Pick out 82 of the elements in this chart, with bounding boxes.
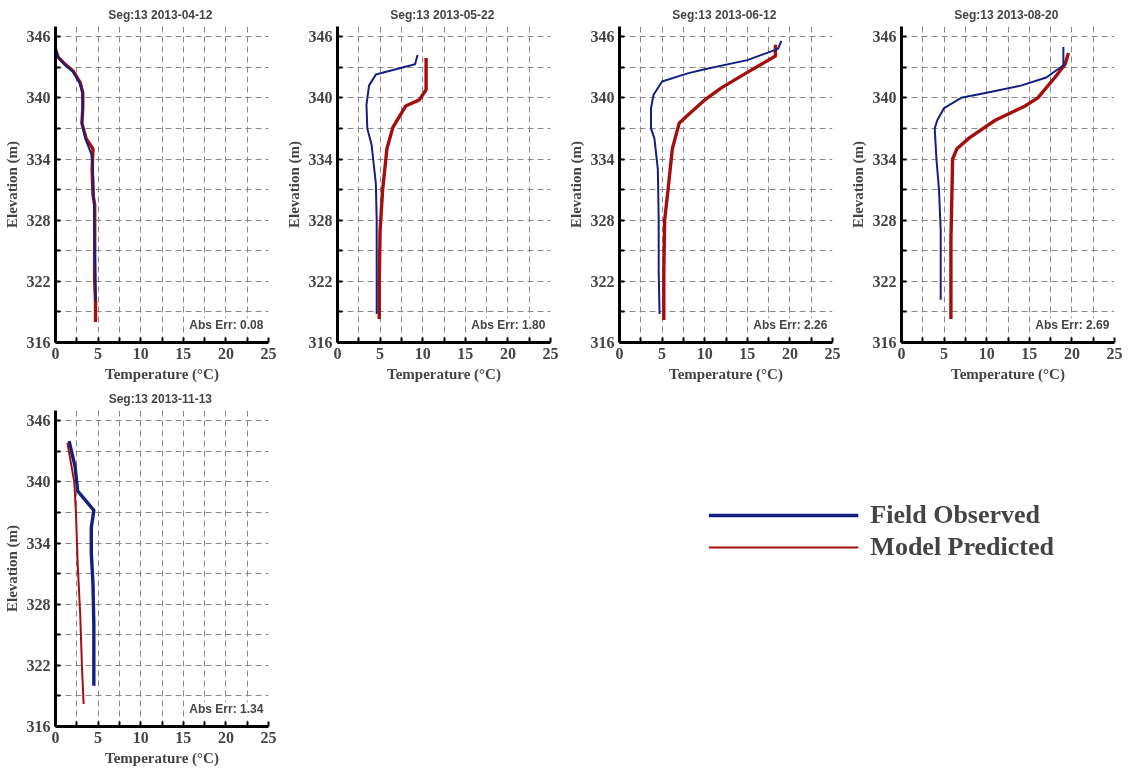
x-tick-label: 10 <box>414 344 431 362</box>
y-tick-label: 316 <box>26 718 51 735</box>
x-tick-label: 25 <box>542 344 559 362</box>
y-tick-label: 346 <box>872 28 897 46</box>
x-tick-label: 10 <box>696 344 713 362</box>
text: Field Observed <box>870 500 1041 530</box>
y-tick-label: 334 <box>26 534 51 552</box>
y-tick-label: 346 <box>26 28 51 46</box>
y-tick-label: 346 <box>26 412 51 430</box>
x-tick-label: 10 <box>132 344 149 362</box>
x-tick-label: 25 <box>1106 344 1123 362</box>
y-tick-label: 334 <box>308 150 333 168</box>
chart-title: Seg:13 2013-11-13 <box>108 391 213 406</box>
chart-title: Seg:13 2013-06-12 <box>672 7 777 22</box>
x-tick-label: 0 <box>897 344 906 362</box>
y-tick-label: 340 <box>26 473 51 491</box>
annotation: Abs Err: 2.26 <box>753 318 828 333</box>
y-tick-label: 316 <box>308 334 333 351</box>
x-tick-label: 20 <box>1063 344 1080 362</box>
y-tick-label: 346 <box>590 28 615 46</box>
chart-title: Seg:13 2013-04-12 <box>108 7 213 22</box>
y-tick-label: 322 <box>590 272 615 290</box>
y-tick-label: 328 <box>590 211 615 229</box>
x-tick-label: 25 <box>260 728 277 746</box>
y-axis-title: Elevation (m) <box>3 524 21 613</box>
y-tick-label: 340 <box>26 89 51 107</box>
y-tick-label: 322 <box>26 656 51 674</box>
y-tick-label: 316 <box>872 334 897 351</box>
y-axis-title: Elevation (m) <box>3 140 21 229</box>
annotation: Abs Err: 1.80 <box>471 318 546 333</box>
y-tick-label: 322 <box>872 272 897 290</box>
x-tick-label: 20 <box>499 344 516 362</box>
y-tick-label: 322 <box>308 272 333 290</box>
x-axis-title: Temperature (°C) <box>105 749 219 767</box>
x-tick-label: 0 <box>615 344 624 362</box>
x-tick-label: 5 <box>658 344 667 362</box>
x-tick-label: 15 <box>175 728 192 746</box>
y-tick-label: 340 <box>308 89 333 107</box>
x-tick-label: 10 <box>132 728 149 746</box>
y-tick-label: 340 <box>872 89 897 107</box>
annotation: Abs Err: 0.08 <box>189 318 264 333</box>
x-tick-label: 5 <box>94 344 103 362</box>
y-tick-label: 334 <box>26 150 51 168</box>
y-axis-title: Elevation (m) <box>849 140 867 229</box>
x-tick-label: 0 <box>333 344 342 362</box>
y-axis-title: Elevation (m) <box>285 140 303 229</box>
y-tick-label: 316 <box>590 334 615 351</box>
x-tick-label: 15 <box>739 344 756 362</box>
x-tick-label: 0 <box>51 344 60 362</box>
y-tick-label: 334 <box>872 150 897 168</box>
x-tick-label: 5 <box>376 344 385 362</box>
y-tick-label: 316 <box>26 334 51 351</box>
annotation: Abs Err: 1.34 <box>189 702 264 717</box>
y-tick-label: 328 <box>872 211 897 229</box>
x-axis-title: Temperature (°C) <box>387 365 501 383</box>
x-tick-label: 25 <box>260 344 277 362</box>
annotation: Abs Err: 2.69 <box>1035 318 1110 333</box>
x-tick-label: 15 <box>1021 344 1038 362</box>
x-axis-title: Temperature (°C) <box>951 365 1065 383</box>
y-tick-label: 328 <box>26 595 51 613</box>
x-tick-label: 25 <box>824 344 841 362</box>
chart-title: Seg:13 2013-05-22 <box>390 7 495 22</box>
x-axis-title: Temperature (°C) <box>669 365 783 383</box>
text: Model Predicted <box>870 532 1054 562</box>
y-tick-label: 328 <box>26 211 51 229</box>
y-axis-title: Elevation (m) <box>567 140 585 229</box>
x-tick-label: 15 <box>457 344 474 362</box>
x-tick-label: 20 <box>217 728 234 746</box>
x-axis-title: Temperature (°C) <box>105 365 219 383</box>
y-tick-label: 328 <box>308 211 333 229</box>
x-tick-label: 10 <box>978 344 995 362</box>
y-tick-label: 334 <box>590 150 615 168</box>
x-tick-label: 5 <box>94 728 103 746</box>
y-tick-label: 322 <box>26 272 51 290</box>
x-tick-label: 5 <box>940 344 949 362</box>
x-tick-label: 20 <box>217 344 234 362</box>
chart-title: Seg:13 2013-08-20 <box>954 7 1059 22</box>
x-tick-label: 15 <box>175 344 192 362</box>
x-tick-label: 0 <box>51 728 60 746</box>
y-tick-label: 346 <box>308 28 333 46</box>
y-tick-label: 340 <box>590 89 615 107</box>
x-tick-label: 20 <box>781 344 798 362</box>
